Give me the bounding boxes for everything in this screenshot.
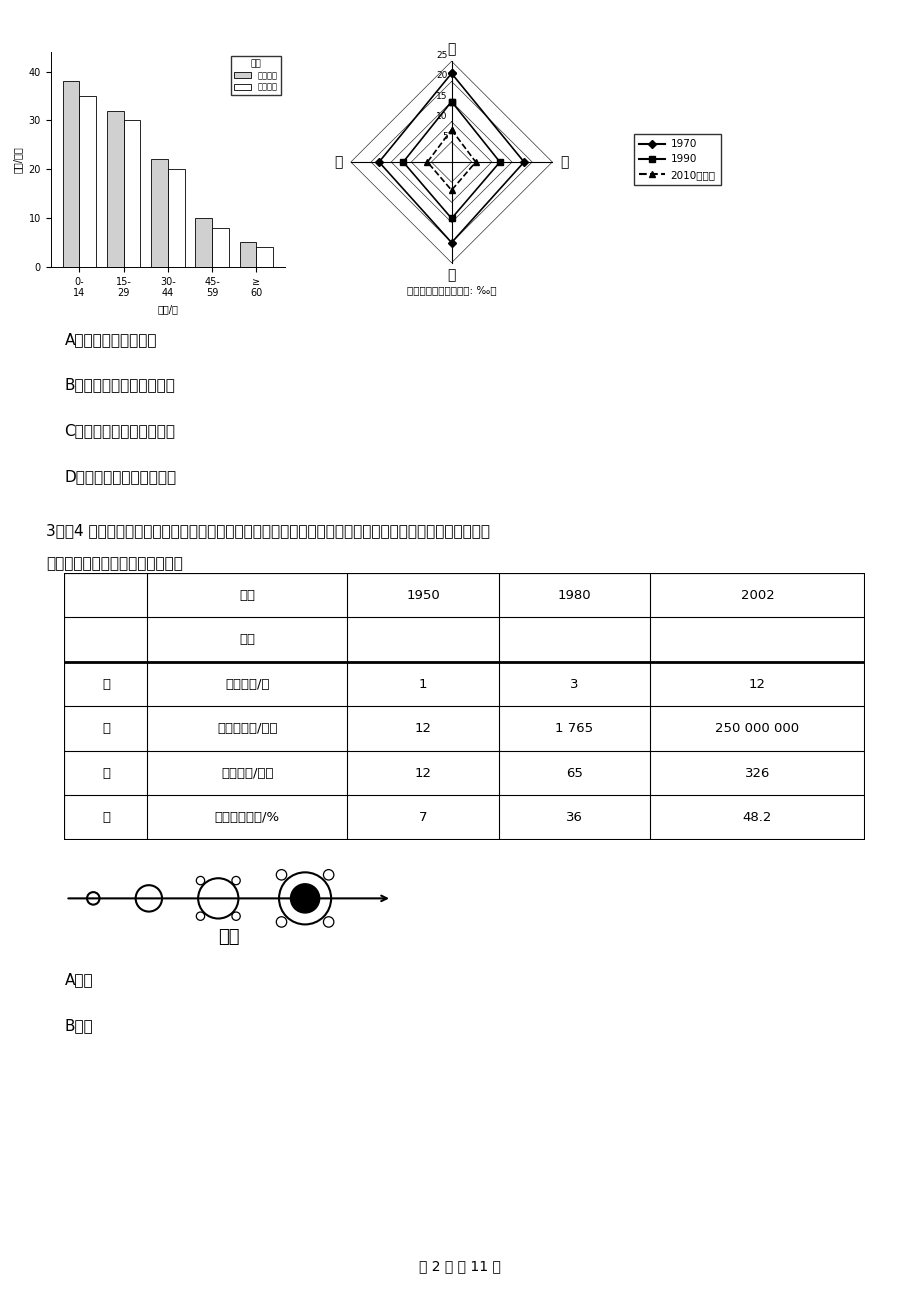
Text: 20: 20 bbox=[436, 72, 447, 81]
Text: 36: 36 bbox=[565, 811, 583, 824]
2010（年） bbox=[422, 154, 433, 169]
Text: 1980: 1980 bbox=[557, 589, 591, 602]
Text: 时间: 时间 bbox=[218, 928, 239, 945]
Text: A．提高了人口死亡率: A．提高了人口死亡率 bbox=[64, 332, 157, 348]
Legend: 1970, 1990, 2010（年）: 1970, 1990, 2010（年） bbox=[633, 134, 720, 185]
Text: 乙: 乙 bbox=[102, 723, 109, 736]
Text: 7: 7 bbox=[418, 811, 427, 824]
1990 bbox=[446, 94, 457, 109]
Text: 人口自然增长率（单位: ‰）: 人口自然增长率（单位: ‰） bbox=[406, 285, 496, 294]
2010（年） bbox=[446, 122, 457, 138]
1970 bbox=[373, 154, 384, 169]
X-axis label: 年龄/岁: 年龄/岁 bbox=[157, 303, 178, 314]
Text: B．降低了人口自然增长率: B．降低了人口自然增长率 bbox=[64, 378, 176, 393]
Text: 的现象不能反映下图的是（　　）: 的现象不能反映下图的是（ ） bbox=[46, 556, 183, 572]
Bar bbox=[168, 169, 185, 267]
Bar bbox=[107, 111, 123, 267]
Text: 丁: 丁 bbox=[102, 811, 109, 824]
1990 bbox=[397, 154, 408, 169]
Text: 城市人口比重/%: 城市人口比重/% bbox=[215, 811, 279, 824]
Text: 乙: 乙 bbox=[560, 155, 568, 169]
Text: 工业总产值/万元: 工业总产值/万元 bbox=[217, 723, 278, 736]
2010（年） bbox=[470, 154, 481, 169]
Text: 2002: 2002 bbox=[740, 589, 774, 602]
1990 bbox=[446, 211, 457, 227]
Text: 326: 326 bbox=[744, 767, 769, 780]
Line: 2010（年）: 2010（年） bbox=[424, 126, 479, 193]
Text: D．扩大了联姻的地域范围: D．扩大了联姻的地域范围 bbox=[64, 469, 176, 484]
Text: 3．（4 分）下表是我国某一地区自新中国成立以来城市、产业及人口的变化情况。根据下表，以上数据显示: 3．（4 分）下表是我国某一地区自新中国成立以来城市、产业及人口的变化情况。根据… bbox=[46, 523, 490, 539]
Text: 1: 1 bbox=[418, 677, 427, 690]
Text: B．乙: B．乙 bbox=[64, 1018, 93, 1034]
1970 bbox=[446, 65, 457, 81]
Text: 丙: 丙 bbox=[102, 767, 109, 780]
Bar bbox=[123, 120, 141, 267]
Text: 第 2 页 共 11 页: 第 2 页 共 11 页 bbox=[419, 1259, 500, 1273]
Text: 甲: 甲 bbox=[102, 677, 109, 690]
Text: 城市人口/万人: 城市人口/万人 bbox=[221, 767, 273, 780]
Text: 1 765: 1 765 bbox=[555, 723, 593, 736]
1970 bbox=[446, 234, 457, 250]
Bar bbox=[256, 247, 273, 267]
Text: A．甲: A．甲 bbox=[64, 973, 93, 988]
Text: C．减少了该市被抚养人口: C．减少了该市被抚养人口 bbox=[64, 423, 176, 439]
Bar bbox=[212, 228, 229, 267]
2010（年） bbox=[446, 182, 457, 198]
Text: 3: 3 bbox=[570, 677, 578, 690]
Legend: 男性人口, 女性人口: 男性人口, 女性人口 bbox=[231, 56, 280, 95]
Bar bbox=[62, 81, 79, 267]
Text: 10: 10 bbox=[436, 112, 447, 121]
Bar bbox=[239, 242, 256, 267]
Bar bbox=[151, 159, 168, 267]
Y-axis label: 人数/万人: 人数/万人 bbox=[13, 146, 23, 173]
Text: 项目: 项目 bbox=[239, 633, 255, 646]
2010（年） bbox=[446, 122, 457, 138]
1970 bbox=[518, 154, 529, 169]
Text: 城市数目/个: 城市数目/个 bbox=[225, 677, 269, 690]
Text: 25: 25 bbox=[436, 51, 447, 60]
Line: 1970: 1970 bbox=[376, 70, 527, 246]
Text: 1950: 1950 bbox=[406, 589, 439, 602]
Text: 15: 15 bbox=[436, 91, 447, 100]
Text: 丁: 丁 bbox=[335, 155, 343, 169]
Text: 12: 12 bbox=[414, 723, 431, 736]
Text: 250 000 000: 250 000 000 bbox=[715, 723, 799, 736]
Bar bbox=[195, 217, 212, 267]
Bar bbox=[79, 96, 96, 267]
Circle shape bbox=[290, 884, 319, 913]
Text: 12: 12 bbox=[748, 677, 766, 690]
Text: 12: 12 bbox=[414, 767, 431, 780]
1990 bbox=[494, 154, 505, 169]
Text: 年份: 年份 bbox=[239, 589, 255, 602]
Line: 1990: 1990 bbox=[400, 99, 503, 221]
Text: 甲: 甲 bbox=[447, 42, 455, 56]
1990 bbox=[446, 94, 457, 109]
Text: 48.2: 48.2 bbox=[742, 811, 771, 824]
Text: 65: 65 bbox=[565, 767, 583, 780]
Text: 丙: 丙 bbox=[447, 268, 455, 281]
1970 bbox=[446, 65, 457, 81]
Text: 5: 5 bbox=[441, 132, 447, 141]
